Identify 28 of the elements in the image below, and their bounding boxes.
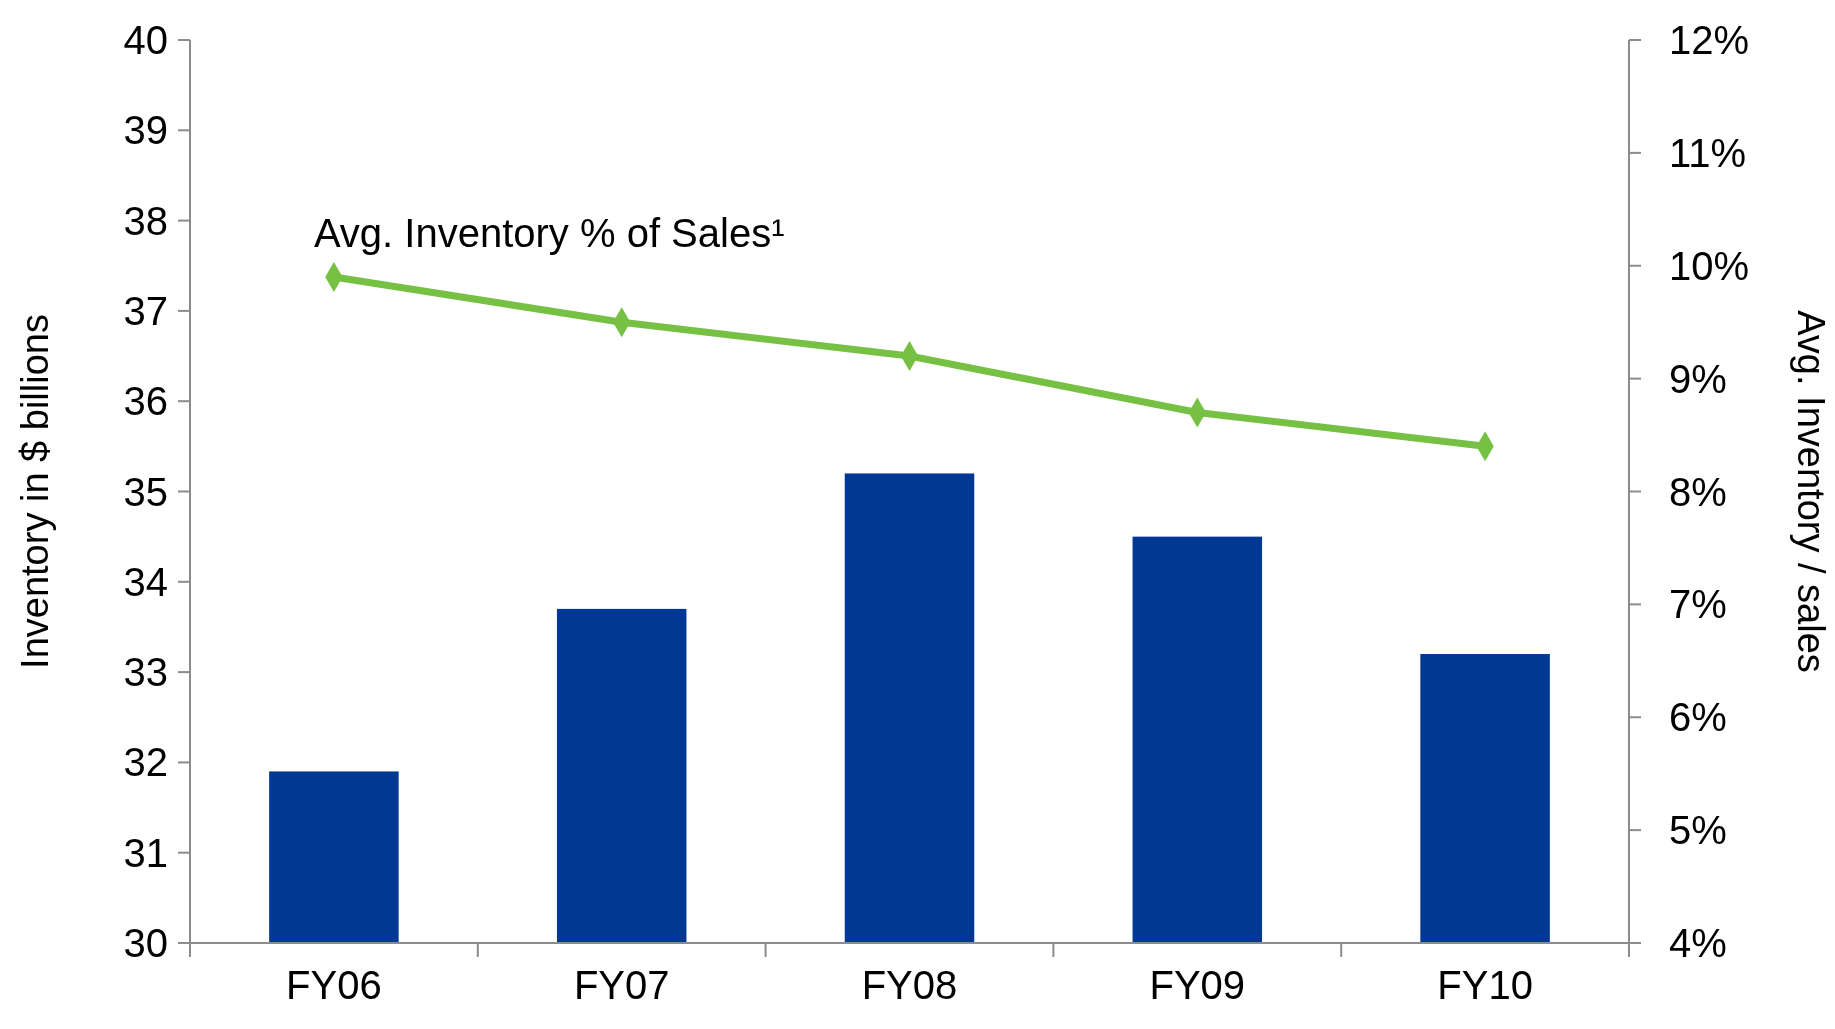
y2-tick-label: 10% xyxy=(1669,243,1750,288)
y2-tick-label: 11% xyxy=(1669,130,1747,175)
x-tick-label: FY06 xyxy=(286,963,382,1007)
y-axis-title: Inventory in $ billions xyxy=(14,314,56,669)
y2-tick-label: 12% xyxy=(1669,18,1750,62)
x-tick-label: FY07 xyxy=(573,963,670,1007)
x-tick-label: FY08 xyxy=(861,963,958,1007)
y-tick-label: 39 xyxy=(123,108,168,153)
y-tick-label: 38 xyxy=(123,198,168,243)
y-tick-label: 31 xyxy=(123,830,168,875)
y-tick-label: 35 xyxy=(123,469,168,514)
y-tick-label: 36 xyxy=(123,379,168,424)
y-tick-label: 32 xyxy=(123,740,168,785)
y2-tick-label: 5% xyxy=(1669,808,1727,853)
y2-tick-label: 6% xyxy=(1669,695,1727,740)
y-tick-label: 34 xyxy=(123,559,168,604)
y2-tick-label: 9% xyxy=(1669,356,1727,401)
y2-tick-label: 8% xyxy=(1669,469,1727,514)
y2-axis-title: Avg. Inventory / sales xyxy=(1790,310,1832,673)
x-tick-label: FY09 xyxy=(1149,963,1246,1007)
y-tick-label: 37 xyxy=(123,288,168,333)
series-label: Avg. Inventory % of Sales¹ xyxy=(313,211,785,256)
y-tick-label: 40 xyxy=(123,18,168,62)
y2-tick-label: 4% xyxy=(1669,921,1727,965)
y-tick-label: 33 xyxy=(123,650,168,695)
x-tick-label: FY10 xyxy=(1437,963,1533,1007)
y2-tick-label: 7% xyxy=(1669,582,1727,627)
y-tick-label: 30 xyxy=(123,921,168,965)
